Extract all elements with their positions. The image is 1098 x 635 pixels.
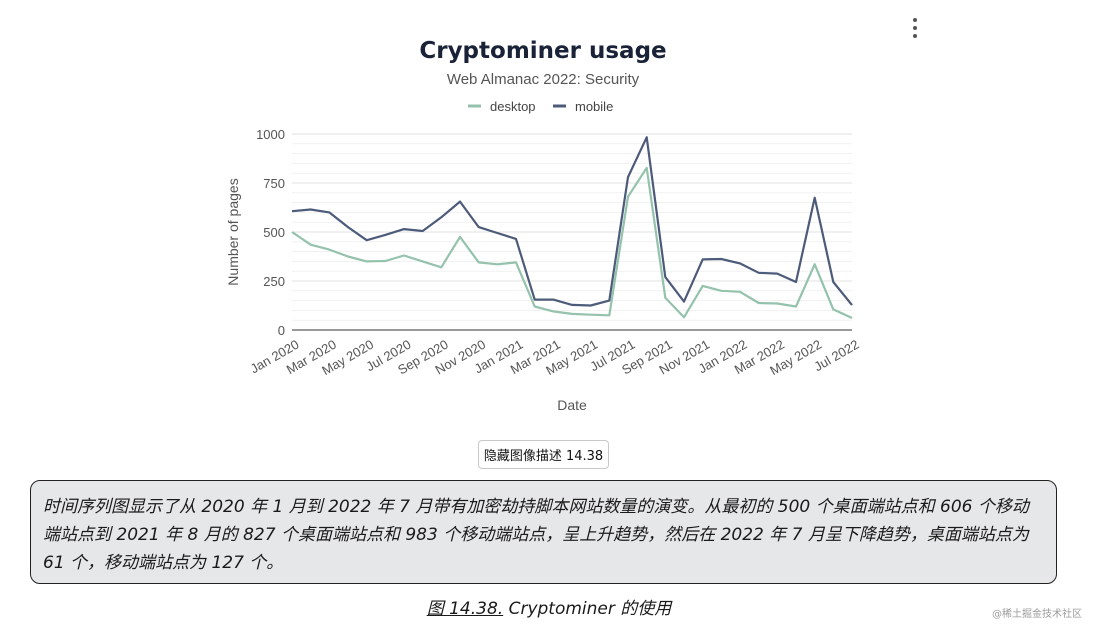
figure-link[interactable]: 图 14.38. bbox=[426, 599, 504, 619]
image-description: 时间序列图显示了从 2020 年 1 月到 2022 年 7 月带有加密劫持脚本… bbox=[30, 480, 1057, 584]
figure-caption-text: Cryptominer 的使用 bbox=[503, 599, 672, 619]
line-chart: Cryptominer usage Web Almanac 2022: Secur… bbox=[225, 38, 862, 413]
legend-label-mobile: mobile bbox=[575, 99, 613, 114]
more-vertical-icon-dot bbox=[913, 34, 917, 38]
series-line-desktop bbox=[291, 166, 853, 319]
chart-subtitle: Web Almanac 2022: Security bbox=[447, 71, 640, 88]
more-vertical-icon bbox=[913, 18, 917, 22]
chart-title: Cryptominer usage bbox=[419, 38, 666, 64]
series-line-mobile bbox=[291, 136, 853, 307]
y-tick-label: 500 bbox=[263, 225, 285, 240]
toggle-description-button[interactable]: 隐藏图像描述 14.38 bbox=[478, 440, 609, 469]
figure-caption: 图 14.38. Cryptominer 的使用 bbox=[0, 594, 1098, 619]
y-tick-label: 750 bbox=[263, 176, 285, 191]
y-tick-label: 0 bbox=[278, 323, 285, 338]
more-vertical-icon-dot bbox=[913, 26, 917, 30]
x-axis-label: Date bbox=[557, 397, 587, 413]
chart-area: Cryptominer usage Web Almanac 2022: Secur… bbox=[225, 38, 862, 413]
chart-menu-button[interactable] bbox=[905, 14, 925, 42]
y-tick-label: 1000 bbox=[256, 127, 285, 142]
y-axis-label: Number of pages bbox=[225, 178, 241, 285]
y-tick-label: 250 bbox=[263, 274, 285, 289]
watermark: @稀土掘金技术社区 bbox=[992, 609, 1082, 620]
legend-label-desktop: desktop bbox=[490, 99, 536, 114]
